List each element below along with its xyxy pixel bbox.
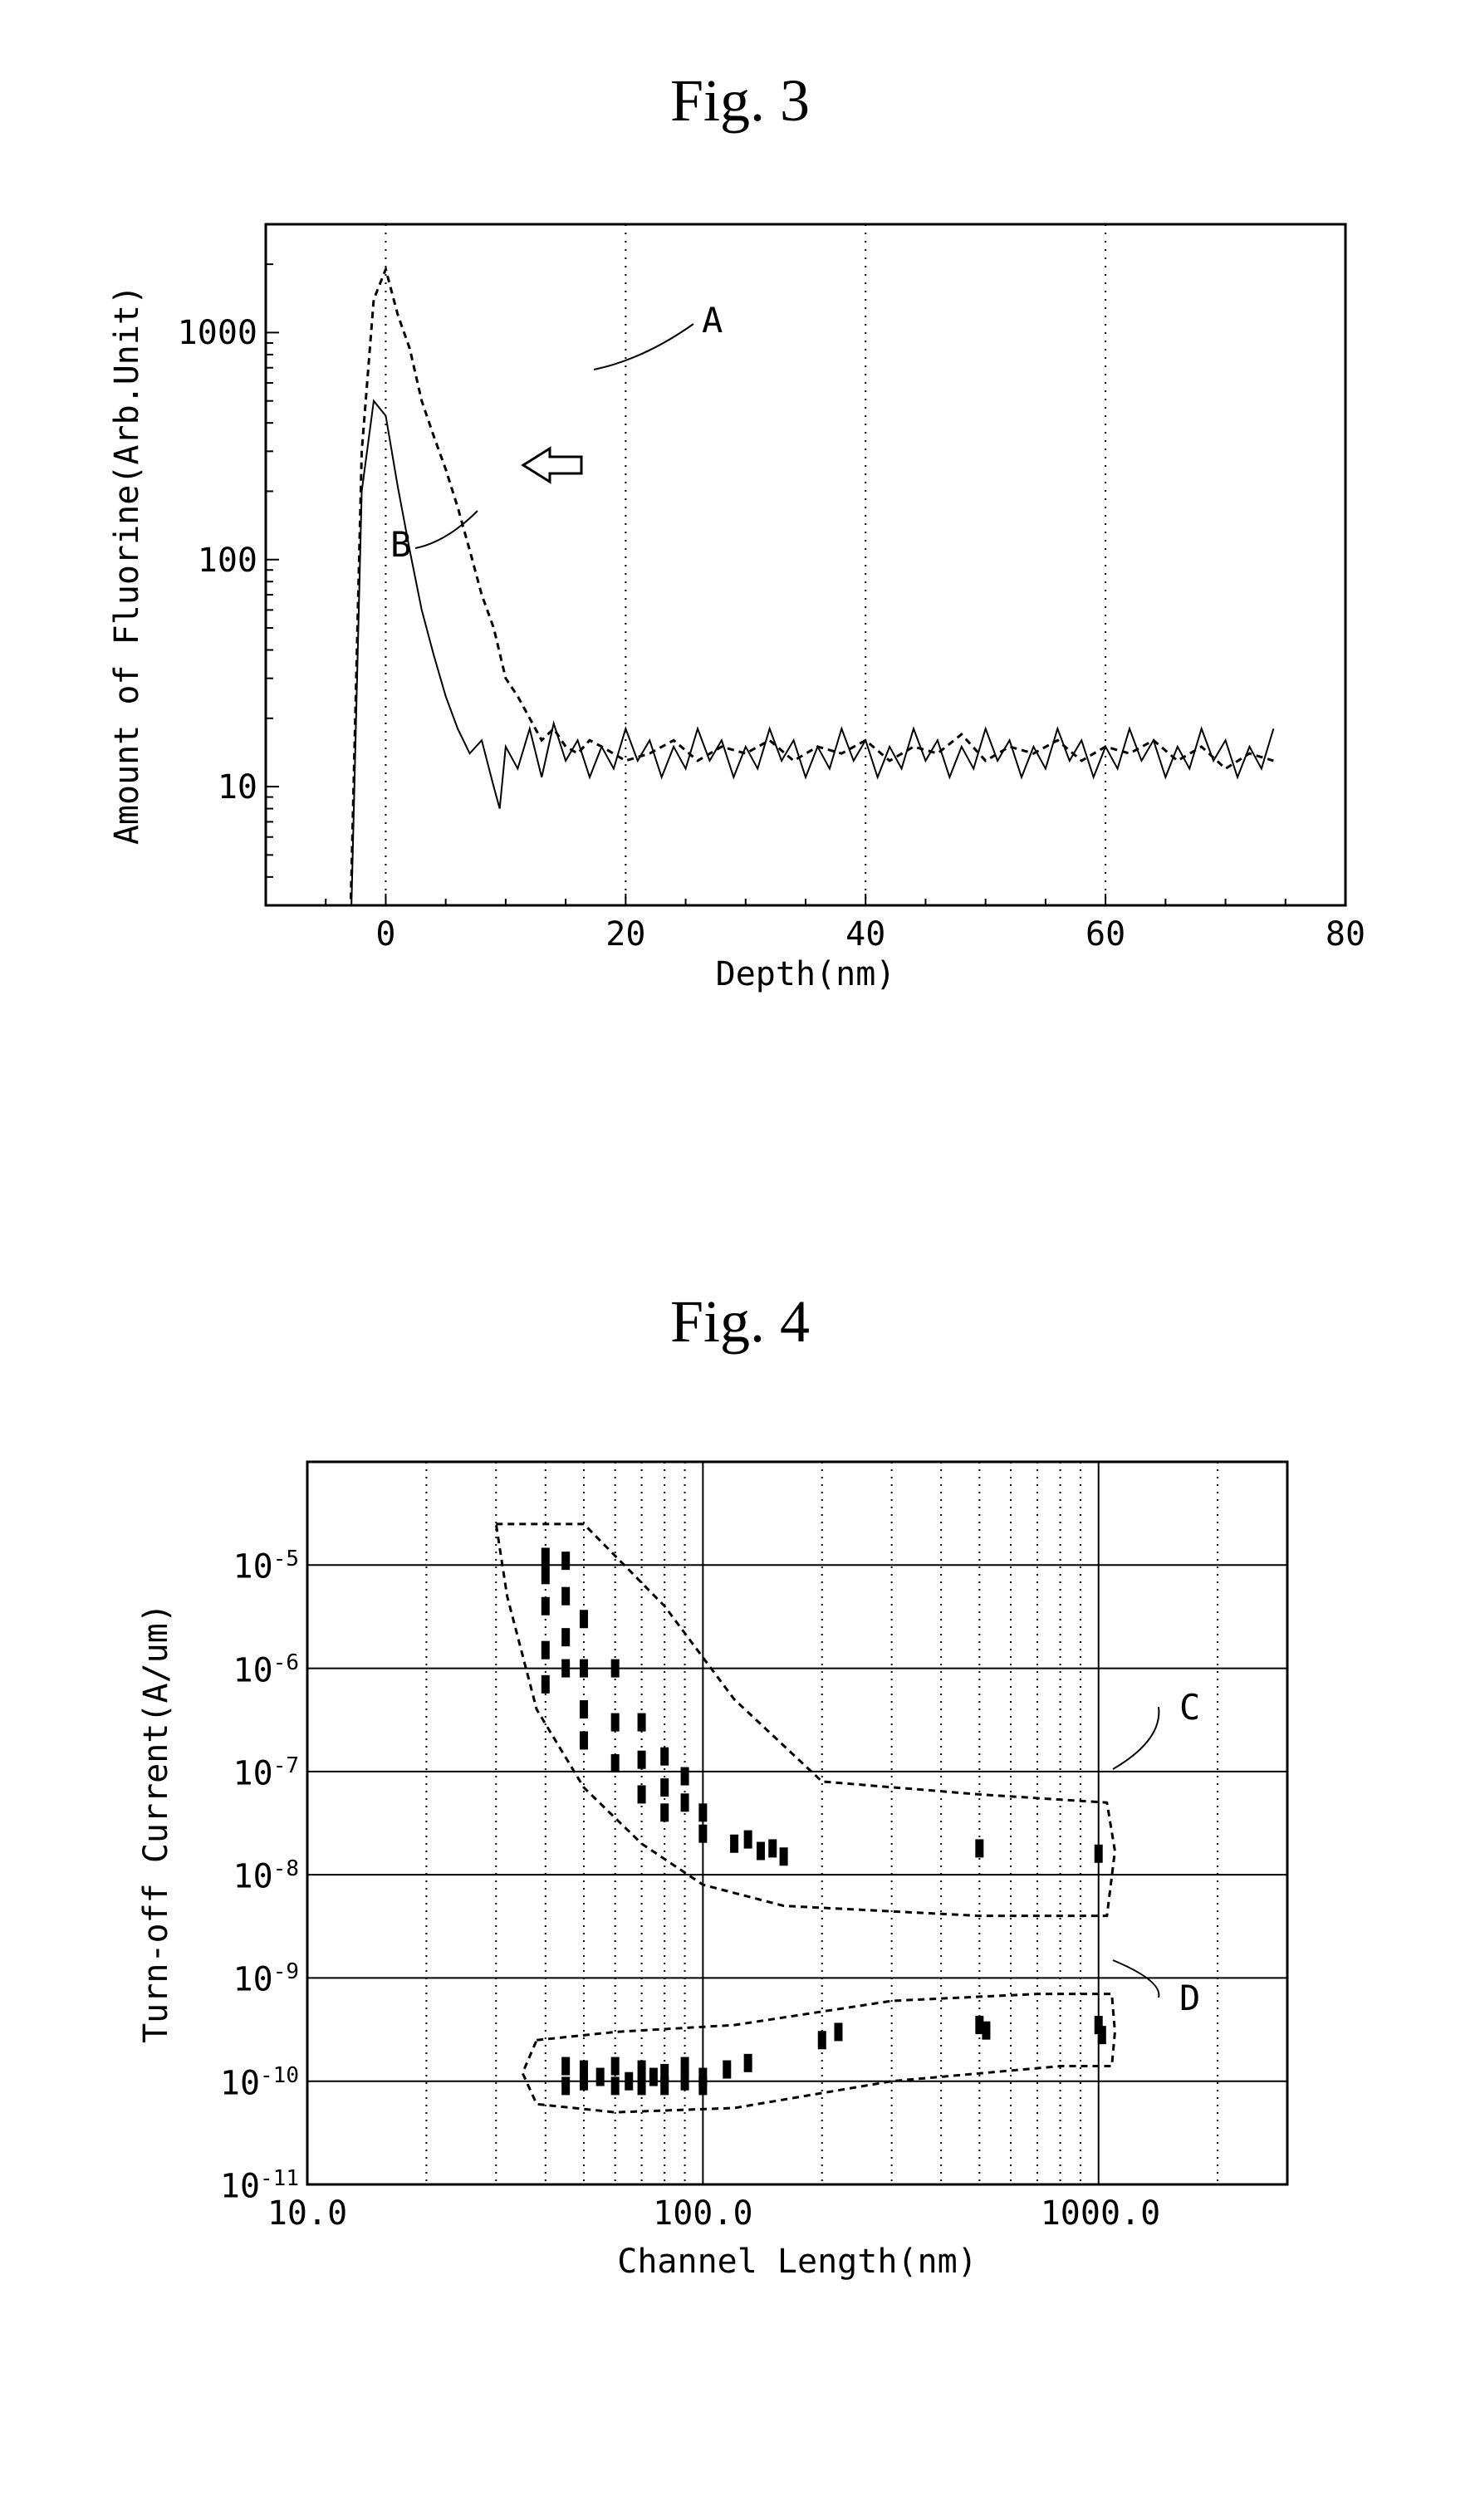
fig4-ylabel: Turn-off Current(A/um): [137, 1462, 175, 2184]
svg-text:D: D: [1179, 1978, 1200, 2018]
svg-text:C: C: [1179, 1687, 1200, 1728]
fig4-ytick: 10-6: [191, 1650, 299, 1689]
fig4-ytick: 10-11: [191, 2166, 299, 2205]
fig4-xtick: 100.0: [644, 2194, 761, 2233]
fig4-ytick: 10-7: [191, 1753, 299, 1792]
fig4-xlabel: Channel Length(nm): [307, 2243, 1287, 2281]
fig4-ytick: 10-9: [191, 1959, 299, 1998]
fig4-ytick: 10-5: [191, 1547, 299, 1586]
fig4-plot: CD10.0100.01000.010-1110-1010-910-810-71…: [0, 0, 1480, 2409]
fig4-ytick: 10-8: [191, 1856, 299, 1895]
fig4-xtick: 1000.0: [1041, 2194, 1157, 2233]
fig4-ytick: 10-10: [191, 2063, 299, 2102]
